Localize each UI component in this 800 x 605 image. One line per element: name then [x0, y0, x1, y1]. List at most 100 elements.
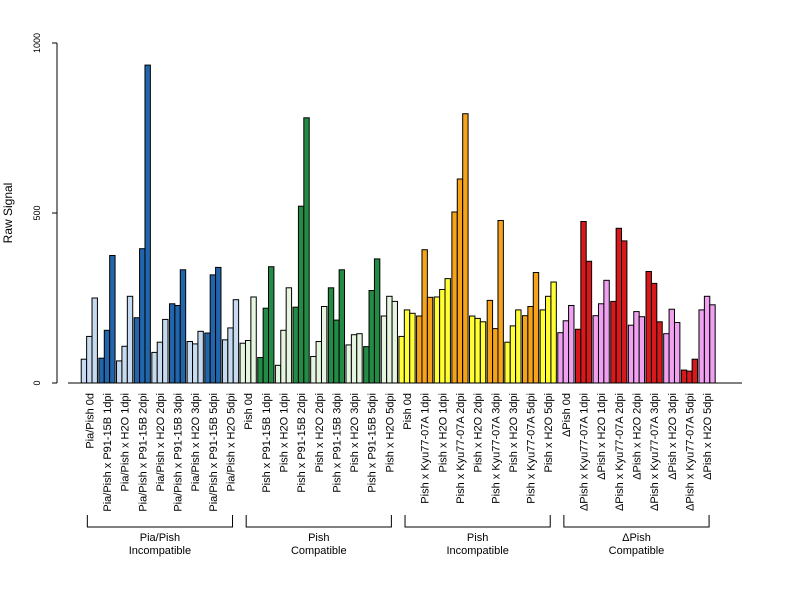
x-tick-label: Pish x P91-15B 2dpi — [296, 393, 308, 493]
x-tick-label: ΔPish x Kyu77-07A 3dpi — [649, 393, 661, 511]
y-tick-label: 500 — [32, 205, 42, 220]
bar — [398, 335, 405, 384]
bar — [698, 309, 705, 384]
bar — [139, 248, 146, 384]
x-tick-label: Pish 0d — [243, 393, 255, 430]
bar — [356, 333, 363, 384]
x-tick-label: ΔPish x H2O 3dpi — [667, 393, 679, 480]
group-label-line1: ΔPish — [622, 532, 651, 544]
bar — [656, 321, 663, 384]
x-tick-label: Pish x H2O 2dpi — [473, 393, 485, 472]
group-label-line1: Pia/Pish — [140, 532, 180, 544]
x-tick-label: Pish x P91-15B 1dpi — [261, 393, 273, 493]
group-label-line2: Incompatible — [129, 545, 191, 557]
bar — [373, 258, 381, 384]
bar — [521, 315, 529, 384]
bar — [691, 358, 699, 384]
bar — [232, 299, 240, 384]
bar — [504, 341, 511, 384]
x-tick-label: Pish x H2O 2dpi — [314, 393, 326, 472]
bar — [338, 269, 346, 384]
bar — [262, 307, 270, 384]
x-tick-label: Pia/Pish 0d — [84, 393, 96, 449]
bar — [350, 334, 358, 384]
group-bracket — [86, 515, 234, 528]
bar — [462, 113, 469, 384]
bar — [197, 330, 204, 384]
bar — [597, 303, 605, 384]
group-label-line1: Pish — [467, 532, 488, 544]
bar — [204, 332, 211, 384]
bar — [497, 219, 504, 384]
bar — [633, 311, 640, 384]
bar — [673, 321, 681, 384]
bar — [403, 309, 411, 384]
bar — [391, 300, 398, 384]
bar — [451, 211, 458, 384]
x-tick-label: Pia/Pish x P91-15B 1dpi — [102, 393, 114, 512]
x-tick-label: Pia/Pish x P91-15B 2dpi — [137, 393, 149, 512]
group-label-line2: Compatible — [291, 545, 347, 557]
bar — [268, 266, 275, 384]
bar — [545, 295, 552, 384]
group-label-line2: Incompatible — [446, 545, 508, 557]
x-tick-label: ΔPish 0d — [561, 393, 573, 437]
bar — [562, 320, 570, 384]
bar — [444, 278, 451, 384]
bar — [416, 315, 423, 384]
bar — [709, 304, 716, 384]
bar — [474, 317, 481, 384]
x-tick-label: Pish x Kyu77-07A 2dpi — [455, 393, 467, 504]
x-tick-label: Pish x H2O 3dpi — [349, 393, 361, 472]
bar — [686, 370, 693, 384]
bar — [645, 270, 652, 384]
bar — [439, 289, 446, 384]
bar — [221, 339, 229, 384]
bar — [486, 299, 494, 384]
y-tick-label: 0 — [32, 380, 42, 385]
bar — [133, 317, 141, 384]
bar — [297, 205, 305, 384]
bar — [380, 315, 388, 384]
bar — [580, 221, 587, 384]
bar — [345, 344, 352, 384]
bar — [320, 306, 328, 384]
x-tick-label: ΔPish x Kyu77-07A 1dpi — [579, 393, 591, 511]
bar — [144, 64, 151, 384]
bars-layer — [80, 64, 716, 384]
bar — [151, 351, 158, 384]
x-tick-label: Pish x H2O 5dpi — [384, 393, 396, 472]
bar — [585, 260, 593, 384]
bar — [610, 300, 617, 384]
bar — [315, 341, 322, 384]
bar — [168, 303, 176, 384]
bar — [327, 287, 335, 384]
x-tick-label: Pish x Kyu77-07A 1dpi — [420, 393, 432, 504]
bar — [615, 227, 623, 384]
bar — [668, 308, 675, 384]
x-tick-label: Pia/Pish x P91-15B 3dpi — [173, 393, 185, 512]
bar — [409, 312, 416, 384]
bar — [532, 272, 540, 384]
bar — [621, 240, 628, 384]
x-tick-label: Pia/Pish x H2O 3dpi — [190, 393, 202, 491]
x-tick-label: Pish x H2O 1dpi — [437, 393, 449, 472]
x-tick-label: Pish x H2O 1dpi — [278, 393, 290, 472]
x-tick-label: ΔPish x Kyu77-07A 2dpi — [614, 393, 626, 511]
bar — [209, 274, 217, 384]
group-bracket — [404, 515, 551, 528]
x-tick-label: Pia/Pish x H2O 2dpi — [155, 393, 167, 491]
group-bracket — [563, 515, 710, 528]
bar — [116, 360, 123, 384]
bar — [257, 357, 264, 384]
bar — [492, 328, 499, 384]
bar — [292, 306, 299, 384]
x-tick-label: ΔPish x H2O 2dpi — [631, 393, 643, 480]
x-tick-label: Pish x H2O 3dpi — [508, 393, 520, 472]
x-tick-label: ΔPish x Kyu77-07A 5dpi — [684, 393, 696, 511]
bar — [250, 296, 257, 384]
y-axis-title: Raw Signal — [1, 183, 15, 244]
bar — [91, 297, 98, 384]
bar — [568, 304, 575, 384]
